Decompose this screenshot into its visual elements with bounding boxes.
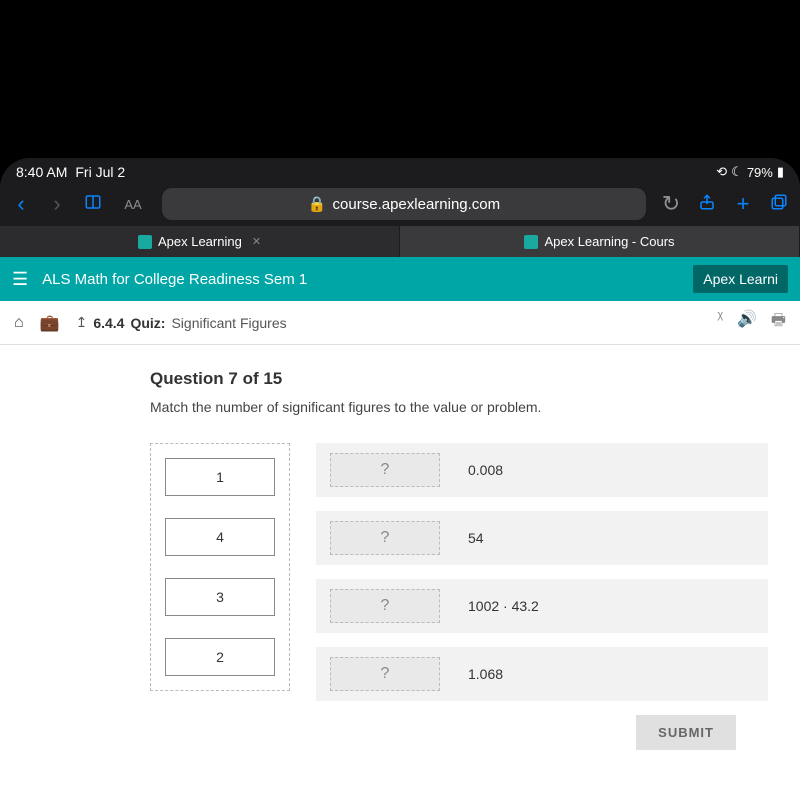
question-prompt: Match the number of significant figures … — [150, 399, 768, 415]
section-name: Significant Figures — [171, 315, 286, 331]
favicon-icon — [524, 235, 538, 249]
browser-tab[interactable]: Apex Learning ✕ — [0, 226, 400, 257]
choice-tile[interactable]: 2 — [165, 638, 275, 676]
section-code: 6.4.4 — [93, 315, 124, 331]
section-type: Quiz: — [130, 315, 165, 331]
course-title: ALS Math for College Readiness Sem 1 — [42, 271, 307, 288]
brand-badge: Apex Learni — [693, 265, 788, 293]
target-row: ? 54 — [316, 511, 768, 565]
submit-button[interactable]: SUBMIT — [636, 715, 736, 750]
choice-tile[interactable]: 1 — [165, 458, 275, 496]
target-row: ? 1002 · 43.2 — [316, 579, 768, 633]
target-row: ? 1.068 — [316, 647, 768, 701]
audio-icon[interactable]: 🔊 — [737, 309, 757, 336]
drop-zone[interactable]: ? — [330, 453, 440, 487]
course-header: ☰ ALS Math for College Readiness Sem 1 A… — [0, 257, 800, 301]
reload-button[interactable]: ↻ — [660, 191, 682, 217]
status-bar: 8:40 AM Fri Jul 2 ⟲ ☾ 79% ▮ — [0, 158, 800, 182]
text-size-button[interactable]: AA — [118, 197, 148, 212]
tab-label: Apex Learning - Cours — [544, 234, 674, 249]
page-content: ☰ ALS Math for College Readiness Sem 1 A… — [0, 257, 800, 800]
lock-icon: 🔒 — [308, 195, 327, 213]
match-area: 1 4 3 2 ? 0.008 ? 54 ? 10 — [150, 443, 768, 701]
browser-toolbar: ‹ › AA 🔒 course.apexlearning.com ↻ + — [0, 182, 800, 226]
tablet-frame: 8:40 AM Fri Jul 2 ⟲ ☾ 79% ▮ ‹ › AA 🔒 cou… — [0, 158, 800, 800]
bookmarks-icon[interactable] — [82, 191, 104, 217]
question-panel: Question 7 of 15 Match the number of sig… — [0, 345, 800, 774]
targets-column: ? 0.008 ? 54 ? 1002 · 43.2 ? 1.068 — [316, 443, 768, 701]
browser-tabs: Apex Learning ✕ Apex Learning - Cours — [0, 226, 800, 257]
target-label: 0.008 — [468, 462, 503, 478]
target-label: 1.068 — [468, 666, 503, 682]
choice-tile[interactable]: 4 — [165, 518, 275, 556]
choices-column: 1 4 3 2 — [150, 443, 290, 691]
wifi-icon: ⟲ — [716, 164, 727, 180]
breadcrumb: ⌂ 💼 ↥ 6.4.4 Quiz: Significant Figures ᵡ … — [0, 301, 800, 345]
home-icon[interactable]: ⌂ — [14, 314, 24, 332]
drop-zone[interactable]: ? — [330, 521, 440, 555]
target-row: ? 0.008 — [316, 443, 768, 497]
battery-percent: 79% — [747, 165, 773, 180]
new-tab-button[interactable]: + — [732, 191, 754, 217]
status-date: Fri Jul 2 — [75, 164, 125, 180]
target-label: 1002 · 43.2 — [468, 598, 539, 614]
choice-tile[interactable]: 3 — [165, 578, 275, 616]
translate-icon[interactable]: ᵡ — [717, 309, 723, 336]
url-bar[interactable]: 🔒 course.apexlearning.com — [162, 188, 646, 220]
up-icon[interactable]: ↥ — [76, 314, 88, 331]
drop-zone[interactable]: ? — [330, 589, 440, 623]
print-icon[interactable]: 🖶 — [771, 309, 786, 336]
browser-tab[interactable]: Apex Learning - Cours — [400, 226, 800, 257]
menu-icon[interactable]: ☰ — [12, 269, 28, 290]
moon-icon: ☾ — [731, 164, 743, 180]
briefcase-icon[interactable]: 💼 — [40, 313, 60, 333]
share-button[interactable] — [696, 191, 718, 217]
tab-label: Apex Learning — [158, 234, 242, 249]
close-icon[interactable]: ✕ — [252, 235, 261, 248]
question-heading: Question 7 of 15 — [150, 369, 768, 389]
favicon-icon — [138, 235, 152, 249]
forward-button[interactable]: › — [46, 191, 68, 217]
back-button[interactable]: ‹ — [10, 191, 32, 217]
tabs-button[interactable] — [768, 191, 790, 217]
status-time: 8:40 AM — [16, 164, 67, 180]
url-text: course.apexlearning.com — [333, 196, 501, 213]
drop-zone[interactable]: ? — [330, 657, 440, 691]
target-label: 54 — [468, 530, 484, 546]
battery-icon: ▮ — [777, 164, 784, 180]
